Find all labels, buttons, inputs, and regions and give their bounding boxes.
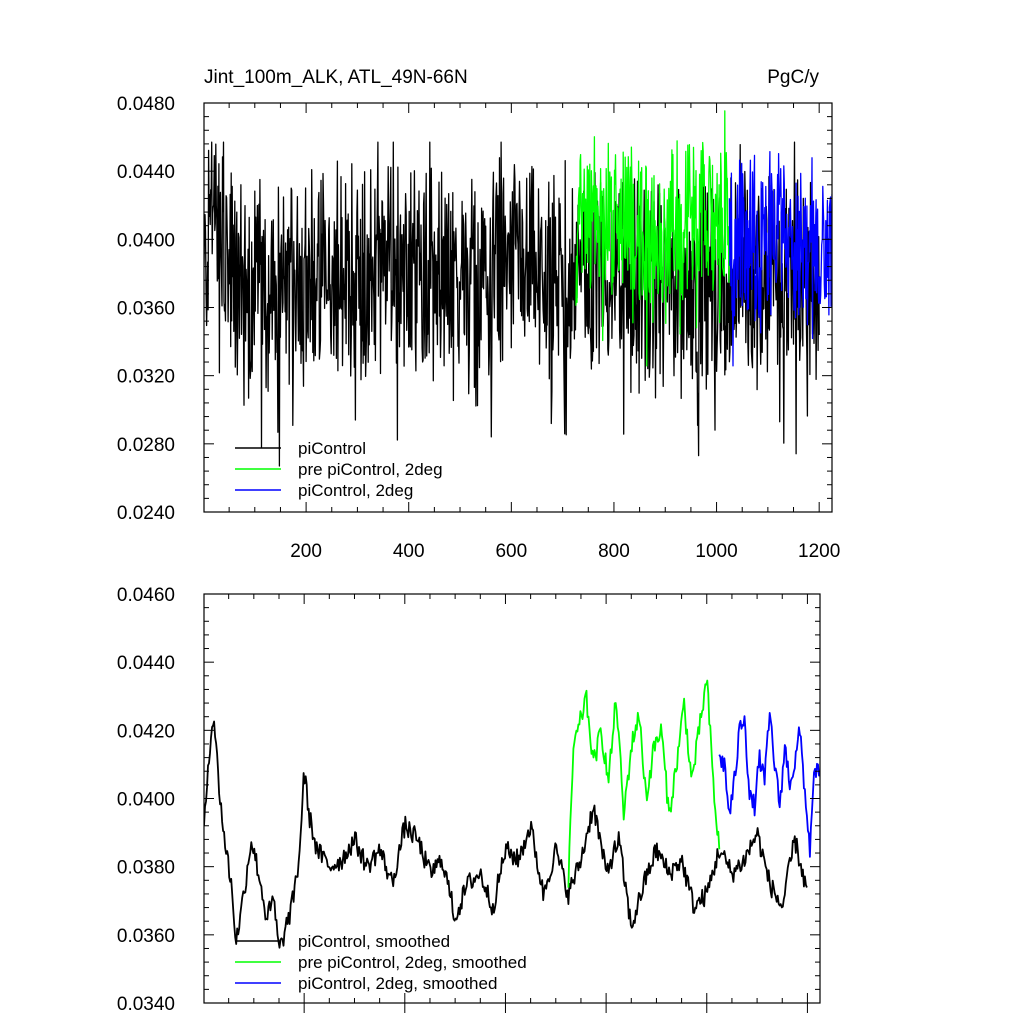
units-label: PgC/y	[767, 67, 819, 88]
y-tick-label: 0.0400	[117, 790, 175, 811]
y-tick-label: 0.0240	[117, 503, 175, 524]
legend-label: pre piControl, 2deg	[298, 460, 443, 479]
legend-label: piControl, 2deg, smoothed	[298, 974, 497, 993]
legend-label: piControl	[298, 439, 366, 458]
series-line-picontrol	[204, 141, 820, 467]
legend: piControl, smoothed pre piControl, 2deg, …	[235, 932, 527, 993]
y-tick-label: 0.0360	[117, 299, 175, 320]
y-tick-label: 0.0480	[117, 94, 175, 115]
x-tick-label: 600	[495, 541, 527, 562]
y-tick-label: 0.0440	[117, 653, 175, 674]
legend-label: piControl, smoothed	[298, 932, 450, 951]
x-tick-label: 1200	[798, 541, 840, 562]
y-tick-label: 0.0320	[117, 367, 175, 388]
top-panel: Jint_100m_ALK, ATL_49N-66N PgC/y 200 400 6…	[117, 67, 840, 562]
x-tick-label: 800	[598, 541, 630, 562]
y-tick-label: 0.0380	[117, 858, 175, 879]
series-line-pre-picontrol-2deg	[575, 110, 731, 367]
series-line-picontrol-2deg-smoothed	[718, 712, 820, 858]
x-tick-label: 400	[393, 541, 425, 562]
x-tick-label: 1000	[695, 541, 737, 562]
series-line-pre-picontrol-2deg-smoothed	[567, 679, 721, 888]
x-tick-label: 200	[290, 541, 322, 562]
bottom-panel: 0.0340 0.0360 0.0380 0.0400 0.0420 0.0440 0.04…	[117, 585, 821, 1015]
y-tick-label: 0.0420	[117, 721, 175, 742]
y-tick-label: 0.0280	[117, 435, 175, 456]
legend: piControl pre piControl, 2deg piControl, 2…	[235, 439, 443, 500]
y-tick-label: 0.0460	[117, 585, 175, 606]
series-line-picontrol-smoothed	[204, 720, 808, 949]
legend-label: piControl, 2deg	[298, 481, 413, 500]
y-tick-label: 0.0400	[117, 230, 175, 251]
legend-label: pre piControl, 2deg, smoothed	[298, 953, 527, 972]
chart-title: Jint_100m_ALK, ATL_49N-66N	[204, 67, 468, 88]
y-tick-label: 0.0360	[117, 926, 175, 947]
series-line-picontrol-2deg	[728, 151, 832, 367]
y-tick-label: 0.0340	[117, 994, 175, 1015]
y-tick-label: 0.0440	[117, 162, 175, 183]
